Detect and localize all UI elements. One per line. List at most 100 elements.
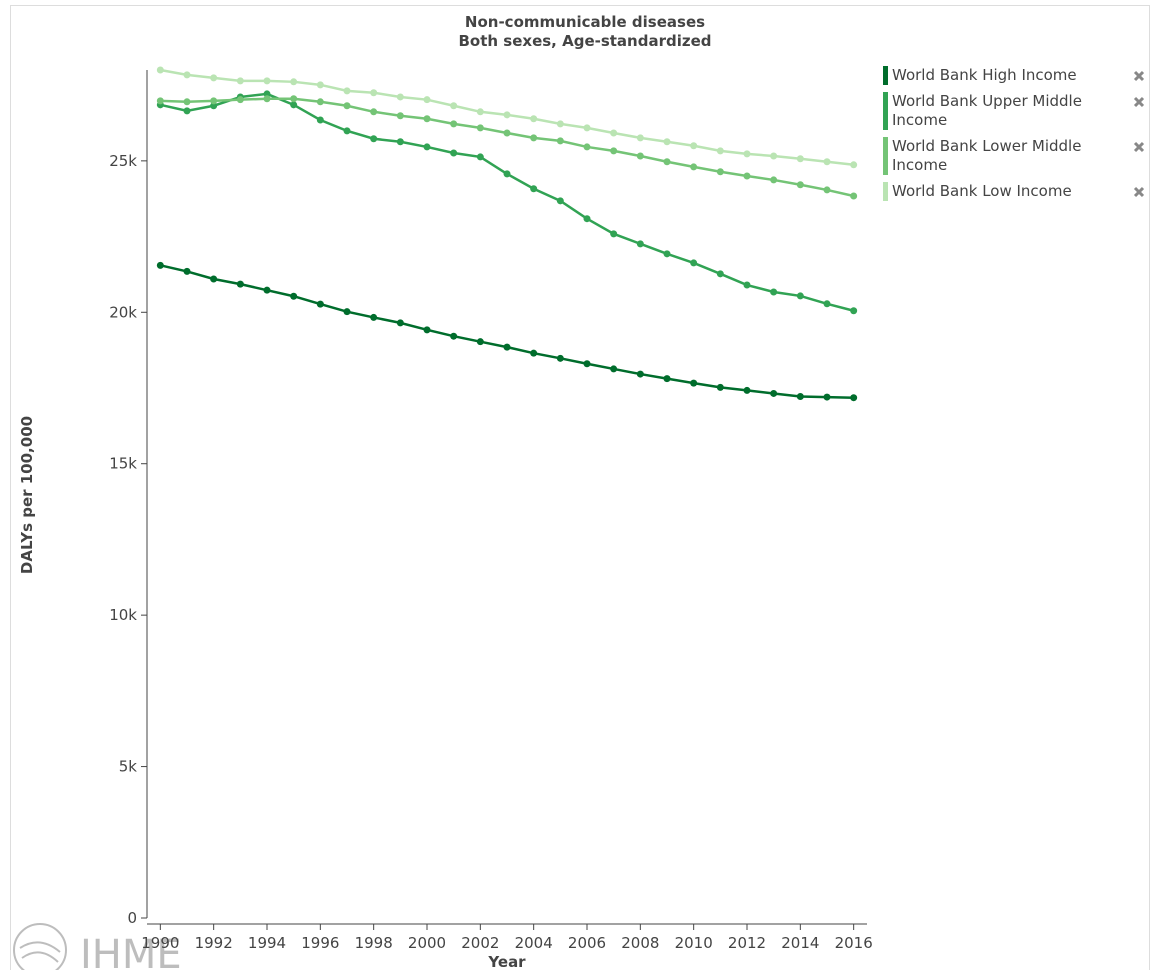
data-point — [503, 343, 511, 351]
data-point — [156, 261, 164, 269]
logo-text: IHME — [80, 932, 182, 970]
data-point — [636, 240, 644, 248]
series-line — [160, 92, 854, 312]
data-point — [663, 250, 671, 258]
data-point — [236, 280, 244, 288]
remove-button[interactable] — [1133, 141, 1145, 153]
x-axis-label: Year — [487, 953, 526, 970]
y-tick-label: 0 — [127, 909, 137, 927]
data-point — [770, 288, 778, 296]
data-point — [690, 259, 698, 267]
data-point — [556, 354, 564, 362]
x-tick-label: 2014 — [781, 934, 819, 952]
data-point — [183, 98, 191, 106]
data-point — [476, 338, 484, 346]
data-point — [423, 96, 431, 104]
data-point — [290, 292, 298, 300]
data-point — [210, 74, 218, 82]
data-point — [663, 375, 671, 383]
data-point — [396, 112, 404, 120]
data-point — [450, 332, 458, 340]
data-point — [183, 107, 191, 115]
data-point — [583, 124, 591, 132]
x-tick-label: 2012 — [728, 934, 766, 952]
data-point — [343, 308, 351, 316]
data-point — [156, 66, 164, 74]
y-tick-label: 10k — [109, 606, 137, 624]
data-point — [423, 326, 431, 334]
legend-entry[interactable]: World Bank Low Income — [883, 182, 1145, 201]
x-tick-label: 2000 — [408, 934, 446, 952]
data-point — [263, 77, 271, 85]
data-point — [610, 230, 618, 238]
data-point — [290, 78, 298, 86]
legend-label: World Bank High Income — [892, 66, 1077, 84]
data-point — [556, 197, 564, 205]
data-point — [690, 163, 698, 171]
data-point — [236, 77, 244, 85]
data-point — [690, 142, 698, 150]
data-point — [583, 360, 591, 368]
x-tick-label: 1990 — [141, 934, 179, 952]
data-point — [316, 300, 324, 308]
data-point — [263, 286, 271, 294]
remove-button[interactable] — [1133, 70, 1145, 82]
data-point — [370, 313, 378, 321]
data-point — [743, 150, 751, 158]
data-point — [610, 147, 618, 155]
data-point — [610, 365, 618, 373]
data-point — [183, 71, 191, 79]
data-point — [343, 102, 351, 110]
data-point — [396, 93, 404, 101]
remove-button[interactable] — [1133, 186, 1145, 198]
data-point — [823, 186, 831, 194]
data-point — [823, 300, 831, 308]
data-point — [476, 153, 484, 161]
legend-swatch — [883, 66, 888, 85]
data-point — [796, 292, 804, 300]
data-point — [850, 192, 858, 200]
data-point — [450, 120, 458, 128]
data-point — [530, 185, 538, 193]
remove-button[interactable] — [1133, 96, 1145, 108]
data-point — [850, 161, 858, 169]
data-point — [530, 115, 538, 123]
data-point — [743, 386, 751, 394]
data-point — [770, 176, 778, 184]
legend-swatch — [883, 92, 888, 130]
data-point — [343, 127, 351, 135]
x-tick-label: 2004 — [515, 934, 553, 952]
legend-swatch — [883, 182, 888, 201]
data-point — [503, 129, 511, 137]
y-axis-label: DALYs per 100,000 — [18, 416, 36, 574]
y-tick-label: 5k — [119, 758, 138, 776]
data-point — [796, 181, 804, 189]
data-point — [716, 168, 724, 176]
data-point — [183, 267, 191, 275]
data-point — [556, 137, 564, 145]
data-point — [423, 143, 431, 151]
data-point — [503, 170, 511, 178]
data-point — [370, 108, 378, 116]
data-point — [663, 138, 671, 146]
x-tick-label: 1992 — [195, 934, 233, 952]
legend-label: World Bank Upper Middle Income — [892, 92, 1082, 129]
legend-entry[interactable]: World Bank Upper Middle Income — [883, 92, 1145, 130]
data-point — [530, 349, 538, 357]
data-point — [236, 96, 244, 104]
chart-subtitle: Both sexes, Age-standardized — [458, 32, 711, 50]
y-tick-label: 25k — [109, 152, 137, 170]
legend-swatch — [883, 137, 888, 175]
legend-label: World Bank Low Income — [892, 182, 1072, 200]
data-point — [156, 97, 164, 105]
logo: IHME — [13, 923, 182, 970]
y-tick-label: 15k — [109, 455, 137, 473]
x-tick-label: 2010 — [675, 934, 713, 952]
legend-entry[interactable]: World Bank Lower Middle Income — [883, 137, 1145, 175]
data-point — [850, 394, 858, 402]
data-point — [343, 87, 351, 95]
legend-entry[interactable]: World Bank High Income — [883, 66, 1145, 85]
y-tick-label: 20k — [109, 303, 137, 321]
data-point — [636, 134, 644, 142]
